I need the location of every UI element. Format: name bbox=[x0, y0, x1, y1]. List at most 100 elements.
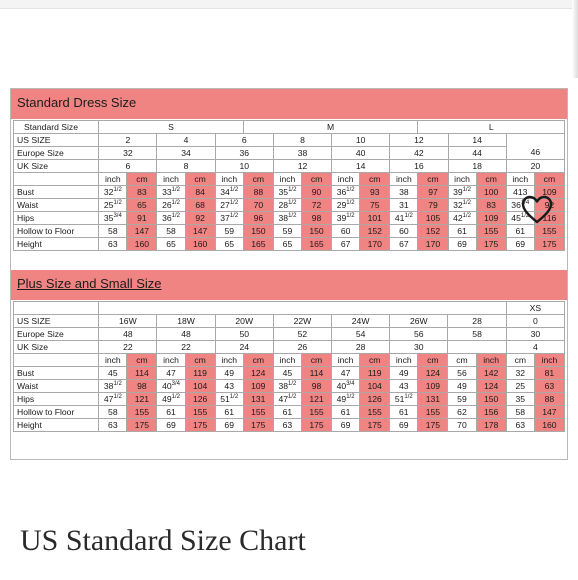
unit-header-cell: cm bbox=[184, 172, 216, 186]
measurement-cell: 69 bbox=[156, 418, 186, 432]
uk-size-cell: 30 bbox=[389, 340, 449, 354]
measurement-cell: 403/4 bbox=[331, 379, 361, 393]
fraction-superscript: 3/4 bbox=[113, 213, 122, 220]
fraction-superscript: 1/2 bbox=[229, 187, 239, 194]
measurement-cell: 69 bbox=[389, 418, 419, 432]
uk-size-cell: 10 bbox=[214, 159, 274, 173]
measurement-cell: 109 bbox=[475, 211, 507, 225]
uk-size-cell: 8 bbox=[156, 159, 216, 173]
standard-size-label: Standard Size bbox=[12, 120, 100, 134]
measurement-cell: 43 bbox=[214, 379, 244, 393]
fraction-superscript: 1/2 bbox=[404, 394, 413, 401]
measurement-cell: 403/4 bbox=[156, 379, 186, 393]
measurement-cell: 411/2 bbox=[389, 211, 419, 225]
us-size-cell: 8 bbox=[272, 133, 333, 147]
measurement-cell: 96 bbox=[242, 211, 274, 225]
measurement-label: Hollow to Floor bbox=[12, 405, 100, 419]
measurement-label: Bust bbox=[12, 185, 100, 199]
measurement-cell: 98 bbox=[300, 211, 333, 225]
measurement-cell: 60 bbox=[389, 224, 419, 238]
measurement-cell: 175 bbox=[242, 418, 274, 432]
xs-header-blank bbox=[98, 301, 507, 315]
measurement-cell: 35 bbox=[505, 392, 535, 406]
fraction-superscript: 1/2 bbox=[346, 187, 355, 194]
measurement-cell: 142 bbox=[475, 366, 507, 380]
measurement-cell: 147 bbox=[184, 224, 216, 238]
measurement-cell: 104 bbox=[184, 379, 216, 393]
standard-size-title: Standard Dress Size bbox=[17, 95, 137, 110]
uk-size-cell bbox=[447, 340, 507, 354]
measurement-cell: 25 bbox=[505, 379, 535, 393]
uk-size-row: UK Size 6 8 10 12 14 16 18 20 bbox=[12, 159, 566, 173]
measurement-cell: 61 bbox=[505, 224, 535, 238]
group-header-row: Standard Size S M L bbox=[12, 120, 565, 134]
unit-header-cell: cm bbox=[475, 172, 507, 186]
right-edge-shadow bbox=[572, 0, 578, 78]
unit-header-cell: cm bbox=[300, 172, 333, 186]
fraction-superscript: 1/2 bbox=[288, 187, 297, 194]
measurement-cell: 351/2 bbox=[272, 185, 303, 199]
measurement-cell: 31 bbox=[389, 198, 419, 212]
measurement-cell: 83 bbox=[475, 198, 507, 212]
measurement-cell: 69 bbox=[447, 237, 477, 251]
measurement-cell: 61 bbox=[331, 405, 361, 419]
measurement-row: Hips 353/4 91 361/2 92 371/2 96 381/2 98 391/2 101… bbox=[12, 211, 566, 225]
measurement-cell: 61 bbox=[272, 405, 302, 419]
measurement-cell: 471/2 bbox=[98, 392, 128, 406]
measurement-cell: 45 bbox=[98, 366, 128, 380]
size-chart-caption: US Standard Size Chart bbox=[20, 524, 306, 557]
measurement-cell: 147 bbox=[126, 224, 158, 238]
fraction-superscript: 1/2 bbox=[171, 394, 180, 401]
measurement-cell: 70 bbox=[242, 198, 274, 212]
us-size-cell: 2 bbox=[98, 133, 158, 147]
measurement-cell: 93 bbox=[359, 185, 391, 199]
measurement-cell: 65 bbox=[156, 237, 186, 251]
measurement-cell: 98 bbox=[300, 379, 333, 393]
measurement-label: Waist bbox=[12, 379, 100, 393]
us-size-cell: 10 bbox=[331, 133, 391, 147]
measurement-cell: 68 bbox=[184, 198, 216, 212]
unit-header-row: inch cm inch cm inch cm inch cm inch cm inch cm cm in… bbox=[12, 353, 566, 367]
measurement-cell: 109 bbox=[533, 185, 566, 199]
measurement-cell: 49 bbox=[447, 379, 477, 393]
measurement-label: Waist bbox=[12, 198, 100, 212]
measurement-cell: 271/2 bbox=[214, 198, 244, 212]
measurement-cell: 58 bbox=[98, 405, 128, 419]
measurement-cell: 47 bbox=[331, 366, 361, 380]
unit-header-cell: cm bbox=[126, 172, 158, 186]
fraction-superscript: 1/2 bbox=[171, 187, 180, 194]
measurement-cell: 124 bbox=[475, 379, 507, 393]
unit-header-cell: inch bbox=[214, 353, 244, 367]
measurement-label: Bust bbox=[12, 366, 100, 380]
unit-header-cell: cm bbox=[242, 172, 274, 186]
europe-size-cell: 36 bbox=[214, 146, 274, 160]
fraction-superscript: 1/2 bbox=[288, 200, 297, 207]
heart-outline-icon[interactable] bbox=[521, 195, 553, 225]
unit-header-cell: cm bbox=[359, 353, 391, 367]
unit-header-cell: inch bbox=[98, 353, 128, 367]
europe-size-cell: 30 bbox=[505, 327, 566, 341]
measurement-cell: 491/2 bbox=[156, 392, 186, 406]
fraction-superscript: 1/2 bbox=[288, 213, 297, 220]
fraction-superscript: 1/2 bbox=[462, 200, 472, 207]
us-size-label: US SIZE bbox=[12, 133, 100, 147]
fraction-superscript: 1/2 bbox=[346, 200, 355, 207]
measurement-cell: 97 bbox=[417, 185, 449, 199]
measurement-row: Hollow to Floor 58 155 61 155 61 155 61 155 61 155… bbox=[12, 405, 566, 419]
europe-size-row: Europe Size 32 34 36 38 40 42 44 46 bbox=[12, 146, 566, 160]
unit-header-cell: cm bbox=[417, 172, 449, 186]
europe-size-cell: 48 bbox=[98, 327, 158, 341]
measurement-cell: 114 bbox=[300, 366, 333, 380]
uk-size-cell: 18 bbox=[447, 159, 507, 173]
unit-header-cell: cm bbox=[417, 353, 449, 367]
us-size-label: US SIZE bbox=[12, 314, 100, 328]
fraction-superscript: 3/4 bbox=[171, 381, 180, 388]
measurement-cell: 98 bbox=[126, 379, 158, 393]
measurement-cell: 155 bbox=[417, 405, 449, 419]
unit-header-cell: inch bbox=[98, 172, 128, 186]
measurement-cell: 75 bbox=[359, 198, 391, 212]
unit-header-cell: inch bbox=[156, 172, 186, 186]
top-edge-bar bbox=[0, 0, 578, 9]
measurement-cell: 63 bbox=[533, 379, 566, 393]
measurement-cell: 38 bbox=[389, 185, 419, 199]
